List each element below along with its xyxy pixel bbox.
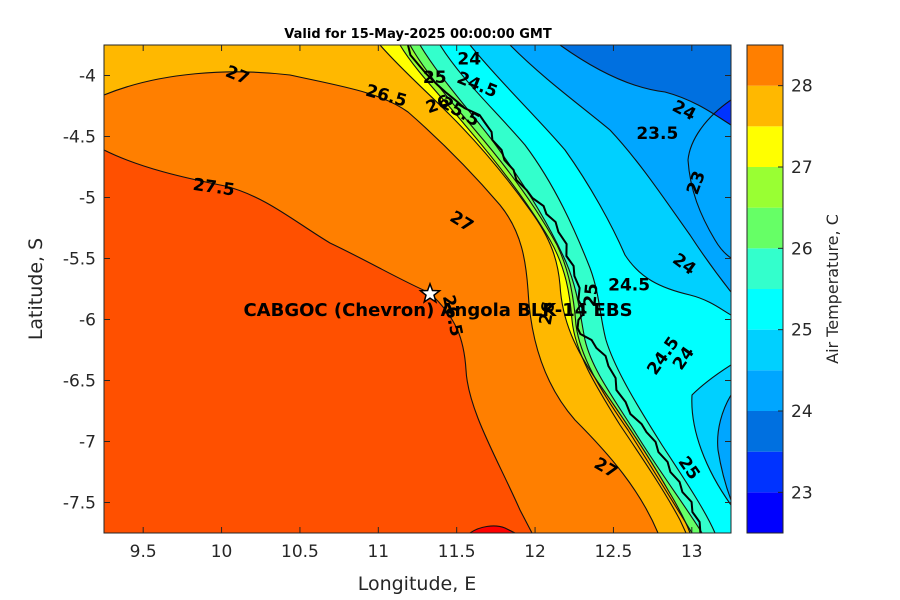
y-axis-ticks: -4 -4.5 -5 -5.5 -6 -6.5 -7 -7.5 (63, 67, 731, 514)
isoline-23 (687, 99, 731, 259)
y-tick-label: -5 (79, 189, 96, 209)
isolines (104, 45, 731, 533)
x-tick-label: 12.5 (595, 542, 633, 562)
colorbar-label: Air Temperature, C (823, 214, 842, 364)
isoline-path (469, 525, 516, 533)
contour-label: 23.5 (636, 124, 678, 144)
colorbar-band (747, 370, 783, 411)
x-tick-label: 11.5 (438, 542, 476, 562)
isoline-28 (104, 149, 533, 533)
isoline-25-5 (419, 45, 703, 533)
colorbar-band (747, 45, 783, 86)
x-tick-label: 12 (524, 542, 546, 562)
colorbar-band (747, 85, 783, 127)
y-axis-label: Latitude, S (25, 238, 47, 340)
colorbar-band (747, 492, 783, 533)
y-tick-label: -7.5 (63, 494, 96, 514)
isoline-24-5 (469, 45, 731, 506)
colorbar-frame (746, 44, 784, 534)
contour-label: 25 (580, 282, 602, 307)
site-marker: CABGOC (Chevron) Angola BLK-14 EBS (243, 281, 633, 321)
contour-label: 24.5 (608, 275, 650, 295)
colorbar-band (747, 167, 783, 208)
colorbar-band (747, 207, 783, 249)
isoline-25 (439, 45, 716, 533)
x-tick-label: 10.5 (281, 542, 319, 562)
x-tick-label: 10 (211, 542, 233, 562)
y-tick-label: -4.5 (63, 128, 96, 148)
y-tick-label: -4 (79, 67, 96, 87)
x-tick-label: 9.5 (130, 542, 157, 562)
map-title: Valid for 15-May-2025 00:00:00 GMT (284, 27, 552, 42)
site-label: CABGOC (Chevron) Angola BLK-14 EBS (243, 300, 632, 321)
contour-label: 25 (423, 68, 447, 88)
y-tick-label: -6 (79, 311, 96, 331)
x-tick-label: 11 (367, 542, 389, 562)
x-axis-ticks: 9.5 10 10.5 11 11.5 12 12.5 13 (130, 45, 703, 562)
colorbar-band (747, 451, 783, 493)
star-icon (418, 281, 442, 304)
isoline-27 (379, 45, 691, 533)
y-tick-label: -7 (79, 433, 96, 453)
x-axis-label: Longitude, E (358, 573, 477, 595)
colorbar-tick-label: 23 (791, 483, 813, 503)
x-tick-label: 13 (681, 542, 703, 562)
y-tick-label: -5.5 (63, 250, 96, 270)
colorbar-band (747, 329, 783, 371)
colorbar-band (747, 289, 783, 330)
colorbar-tick-label: 24 (791, 402, 813, 422)
temperature-bands (104, 45, 731, 533)
contour-label: 26 (536, 300, 560, 327)
isoline-24 (509, 45, 731, 501)
colorbar-band (747, 248, 783, 289)
colorbar-band (747, 126, 783, 167)
plot-frame (103, 44, 732, 534)
band-28 (104, 150, 532, 533)
colorbar: 23 24 25 26 27 28 (746, 44, 813, 534)
isoline-26-5 (399, 45, 687, 533)
colorbar-tick-label: 25 (791, 321, 813, 341)
colorbar-band (747, 411, 783, 452)
coastline (407, 45, 702, 533)
contour-label: 24 (457, 50, 481, 70)
isoline-26 (409, 45, 693, 533)
y-tick-label: -6.5 (63, 372, 96, 392)
isoline-27-5 (104, 71, 659, 533)
colorbar-tick-label: 27 (791, 158, 813, 178)
colorbar-tick-label: 28 (791, 77, 813, 97)
colorbar-tick-label: 26 (791, 239, 813, 259)
